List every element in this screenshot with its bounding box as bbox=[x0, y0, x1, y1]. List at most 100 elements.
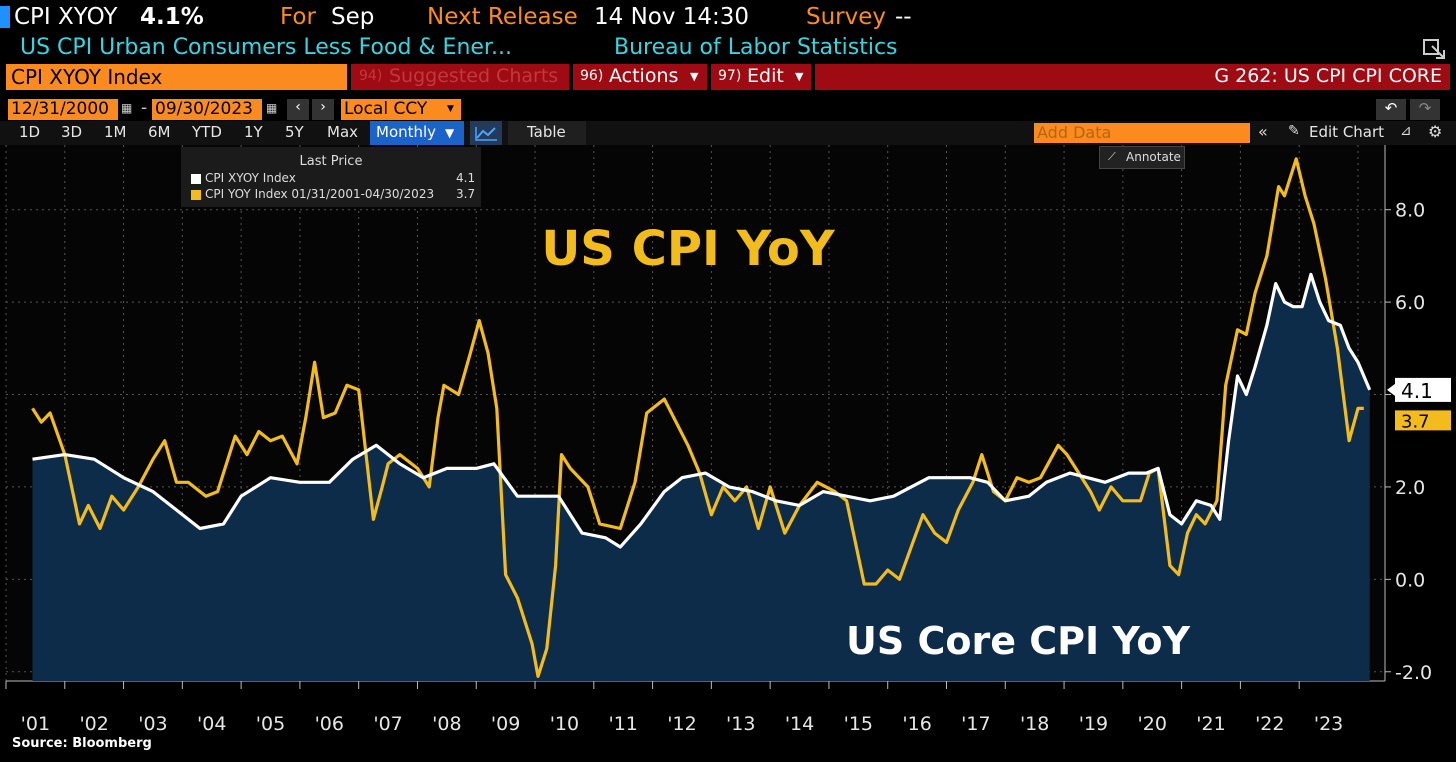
last-value: 4.1% bbox=[140, 4, 204, 30]
x-tick-label: '11 bbox=[608, 713, 637, 735]
frequency-select[interactable]: Monthly ▼ bbox=[370, 121, 464, 145]
chart-title: US CPI YoY bbox=[541, 221, 836, 277]
range-1m[interactable]: 1M bbox=[104, 123, 127, 141]
end-date-field[interactable]: 09/30/2023 bbox=[152, 99, 262, 120]
command-bar: CPI XYOY Index 94) Suggested Charts 96) … bbox=[0, 62, 1456, 90]
survey-label: Survey bbox=[806, 4, 887, 30]
last-value-cpi: 3.7 bbox=[1401, 411, 1430, 432]
y-tick-label: 8.0 bbox=[1395, 200, 1425, 222]
date-range-row: 12/31/2000 ▦ - 09/30/2023 ▦ ‹ › Local CC… bbox=[0, 97, 1456, 121]
range-6m[interactable]: 6M bbox=[148, 123, 171, 141]
last-value-tag-core bbox=[1395, 377, 1451, 402]
y-tick-label: 0.0 bbox=[1395, 569, 1425, 591]
core-cpi-line bbox=[32, 272, 1372, 549]
range-1d[interactable]: 1D bbox=[19, 123, 41, 141]
chevron-down-icon: ▼ bbox=[690, 70, 699, 83]
chart-settings-icon[interactable]: ⊿ bbox=[1400, 123, 1412, 139]
x-tick-label: '08 bbox=[432, 713, 461, 735]
next-release-value: 14 Nov 14:30 bbox=[594, 4, 750, 30]
legend-label-cpi: CPI YOY Index 01/31/2001-04/30/2023 bbox=[205, 187, 435, 201]
range-5y[interactable]: 5Y bbox=[285, 123, 304, 141]
legend-swatch-cpi bbox=[191, 190, 201, 200]
x-tick-label: '04 bbox=[197, 713, 226, 735]
x-tick-label: '23 bbox=[1314, 713, 1343, 735]
x-tick-label: '03 bbox=[138, 713, 167, 735]
legend-value-core: 4.1 bbox=[456, 171, 476, 185]
x-tick-label: '01 bbox=[21, 713, 50, 735]
for-value: Sep bbox=[331, 4, 375, 30]
calendar-icon[interactable]: ▦ bbox=[121, 101, 133, 115]
actions-menu[interactable]: 96) Actions ▼ bbox=[573, 64, 707, 90]
chart-toolbar: 1D 3D 1M 6M YTD 1Y 5Y Max Monthly ▼ Tabl… bbox=[0, 121, 1456, 145]
last-value-pointer-core bbox=[1387, 383, 1395, 396]
source-footer: Source: Bloomberg bbox=[12, 736, 152, 751]
y-tick-label: 2.0 bbox=[1395, 477, 1425, 499]
last-value-tag-cpi bbox=[1395, 410, 1451, 431]
x-tick-label: '13 bbox=[726, 713, 755, 735]
start-date-field[interactable]: 12/31/2000 bbox=[8, 99, 118, 120]
calendar-icon[interactable]: ▦ bbox=[266, 101, 278, 115]
table-button[interactable]: Table bbox=[508, 121, 586, 145]
currency-select[interactable]: Local CCY ▼ bbox=[341, 99, 461, 120]
x-tick-label: '14 bbox=[785, 713, 814, 735]
x-tick-label: '09 bbox=[491, 713, 520, 735]
chevron-down-icon: ▼ bbox=[445, 126, 455, 140]
x-tick-label: '20 bbox=[1138, 713, 1167, 735]
pencil-icon: ⟋ bbox=[1108, 150, 1116, 163]
annotate-button[interactable]: ⟋ Annotate bbox=[1099, 146, 1185, 169]
line-chart-icon[interactable] bbox=[470, 121, 502, 145]
chart-id-bar: G 262: US CPI CPI CORE bbox=[815, 64, 1450, 90]
ticker: CPI XYOY bbox=[14, 4, 118, 30]
survey-value: -- bbox=[895, 4, 912, 30]
y-tick-label: 6.0 bbox=[1395, 292, 1425, 314]
collapse-icon[interactable]: « bbox=[1258, 122, 1268, 141]
ticker-marker bbox=[0, 6, 10, 28]
line-chart: 8.06.04.02.00.0-2.0 '01'02'03'04'05'06'0… bbox=[5, 145, 1451, 735]
x-tick-label: '10 bbox=[550, 713, 579, 735]
x-tick-label: '18 bbox=[1020, 713, 1049, 735]
x-tick-label: '07 bbox=[373, 713, 402, 735]
gear-icon[interactable]: ⚙ bbox=[1428, 122, 1443, 141]
x-tick-label: '16 bbox=[902, 713, 931, 735]
index-field[interactable]: CPI XYOY Index bbox=[6, 64, 347, 90]
add-data-input[interactable]: Add Data bbox=[1034, 123, 1250, 143]
x-tick-label: '05 bbox=[256, 713, 285, 735]
legend-label-core: CPI XYOY Index bbox=[205, 171, 296, 185]
range-1y[interactable]: 1Y bbox=[244, 123, 263, 141]
x-tick-label: '19 bbox=[1079, 713, 1108, 735]
range-3d[interactable]: 3D bbox=[61, 123, 83, 141]
pencil-icon: ✎ bbox=[1288, 123, 1300, 139]
legend-title: Last Price bbox=[299, 154, 363, 169]
last-value-core: 4.1 bbox=[1401, 379, 1433, 403]
popout-icon[interactable] bbox=[1422, 36, 1446, 60]
undo-icon[interactable]: ↶ bbox=[1376, 99, 1406, 120]
x-tick-label: '15 bbox=[844, 713, 873, 735]
next-period-button[interactable]: › bbox=[312, 99, 334, 120]
for-label: For bbox=[280, 4, 316, 30]
security-header: CPI XYOY 4.1% For Sep Next Release 14 No… bbox=[0, 0, 1456, 34]
edit-menu[interactable]: 97) Edit ▼ bbox=[711, 64, 811, 90]
chart-subtitle: US Core CPI YoY bbox=[846, 619, 1190, 663]
description-row: US CPI Urban Consumers Less Food & Ener.… bbox=[0, 34, 1456, 62]
source-name: Bureau of Labor Statistics bbox=[614, 35, 898, 60]
cpi-yoy-line bbox=[31, 157, 1364, 678]
legend-swatch-core bbox=[191, 174, 201, 184]
date-separator: - bbox=[141, 98, 148, 118]
chart-legend: Last Price CPI XYOY Index 4.1 CPI YOY In… bbox=[181, 147, 481, 207]
x-tick-label: '06 bbox=[315, 713, 344, 735]
next-release-label: Next Release bbox=[427, 4, 578, 30]
prev-period-button[interactable]: ‹ bbox=[287, 99, 309, 120]
range-ytd[interactable]: YTD bbox=[192, 123, 222, 141]
edit-chart-button[interactable]: Edit Chart bbox=[1309, 123, 1385, 141]
x-tick-label: '17 bbox=[961, 713, 990, 735]
range-max[interactable]: Max bbox=[327, 123, 359, 141]
chevron-down-icon: ▼ bbox=[795, 70, 804, 83]
x-tick-label: '02 bbox=[79, 713, 108, 735]
legend-value-cpi: 3.7 bbox=[456, 187, 476, 201]
security-description: US CPI Urban Consumers Less Food & Ener.… bbox=[20, 35, 512, 60]
x-tick-label: '22 bbox=[1255, 713, 1284, 735]
redo-icon[interactable]: ↷ bbox=[1410, 99, 1440, 120]
chevron-down-icon: ▼ bbox=[447, 104, 454, 114]
suggested-charts-button[interactable]: 94) Suggested Charts bbox=[351, 64, 569, 90]
y-tick-label: -2.0 bbox=[1395, 662, 1432, 684]
